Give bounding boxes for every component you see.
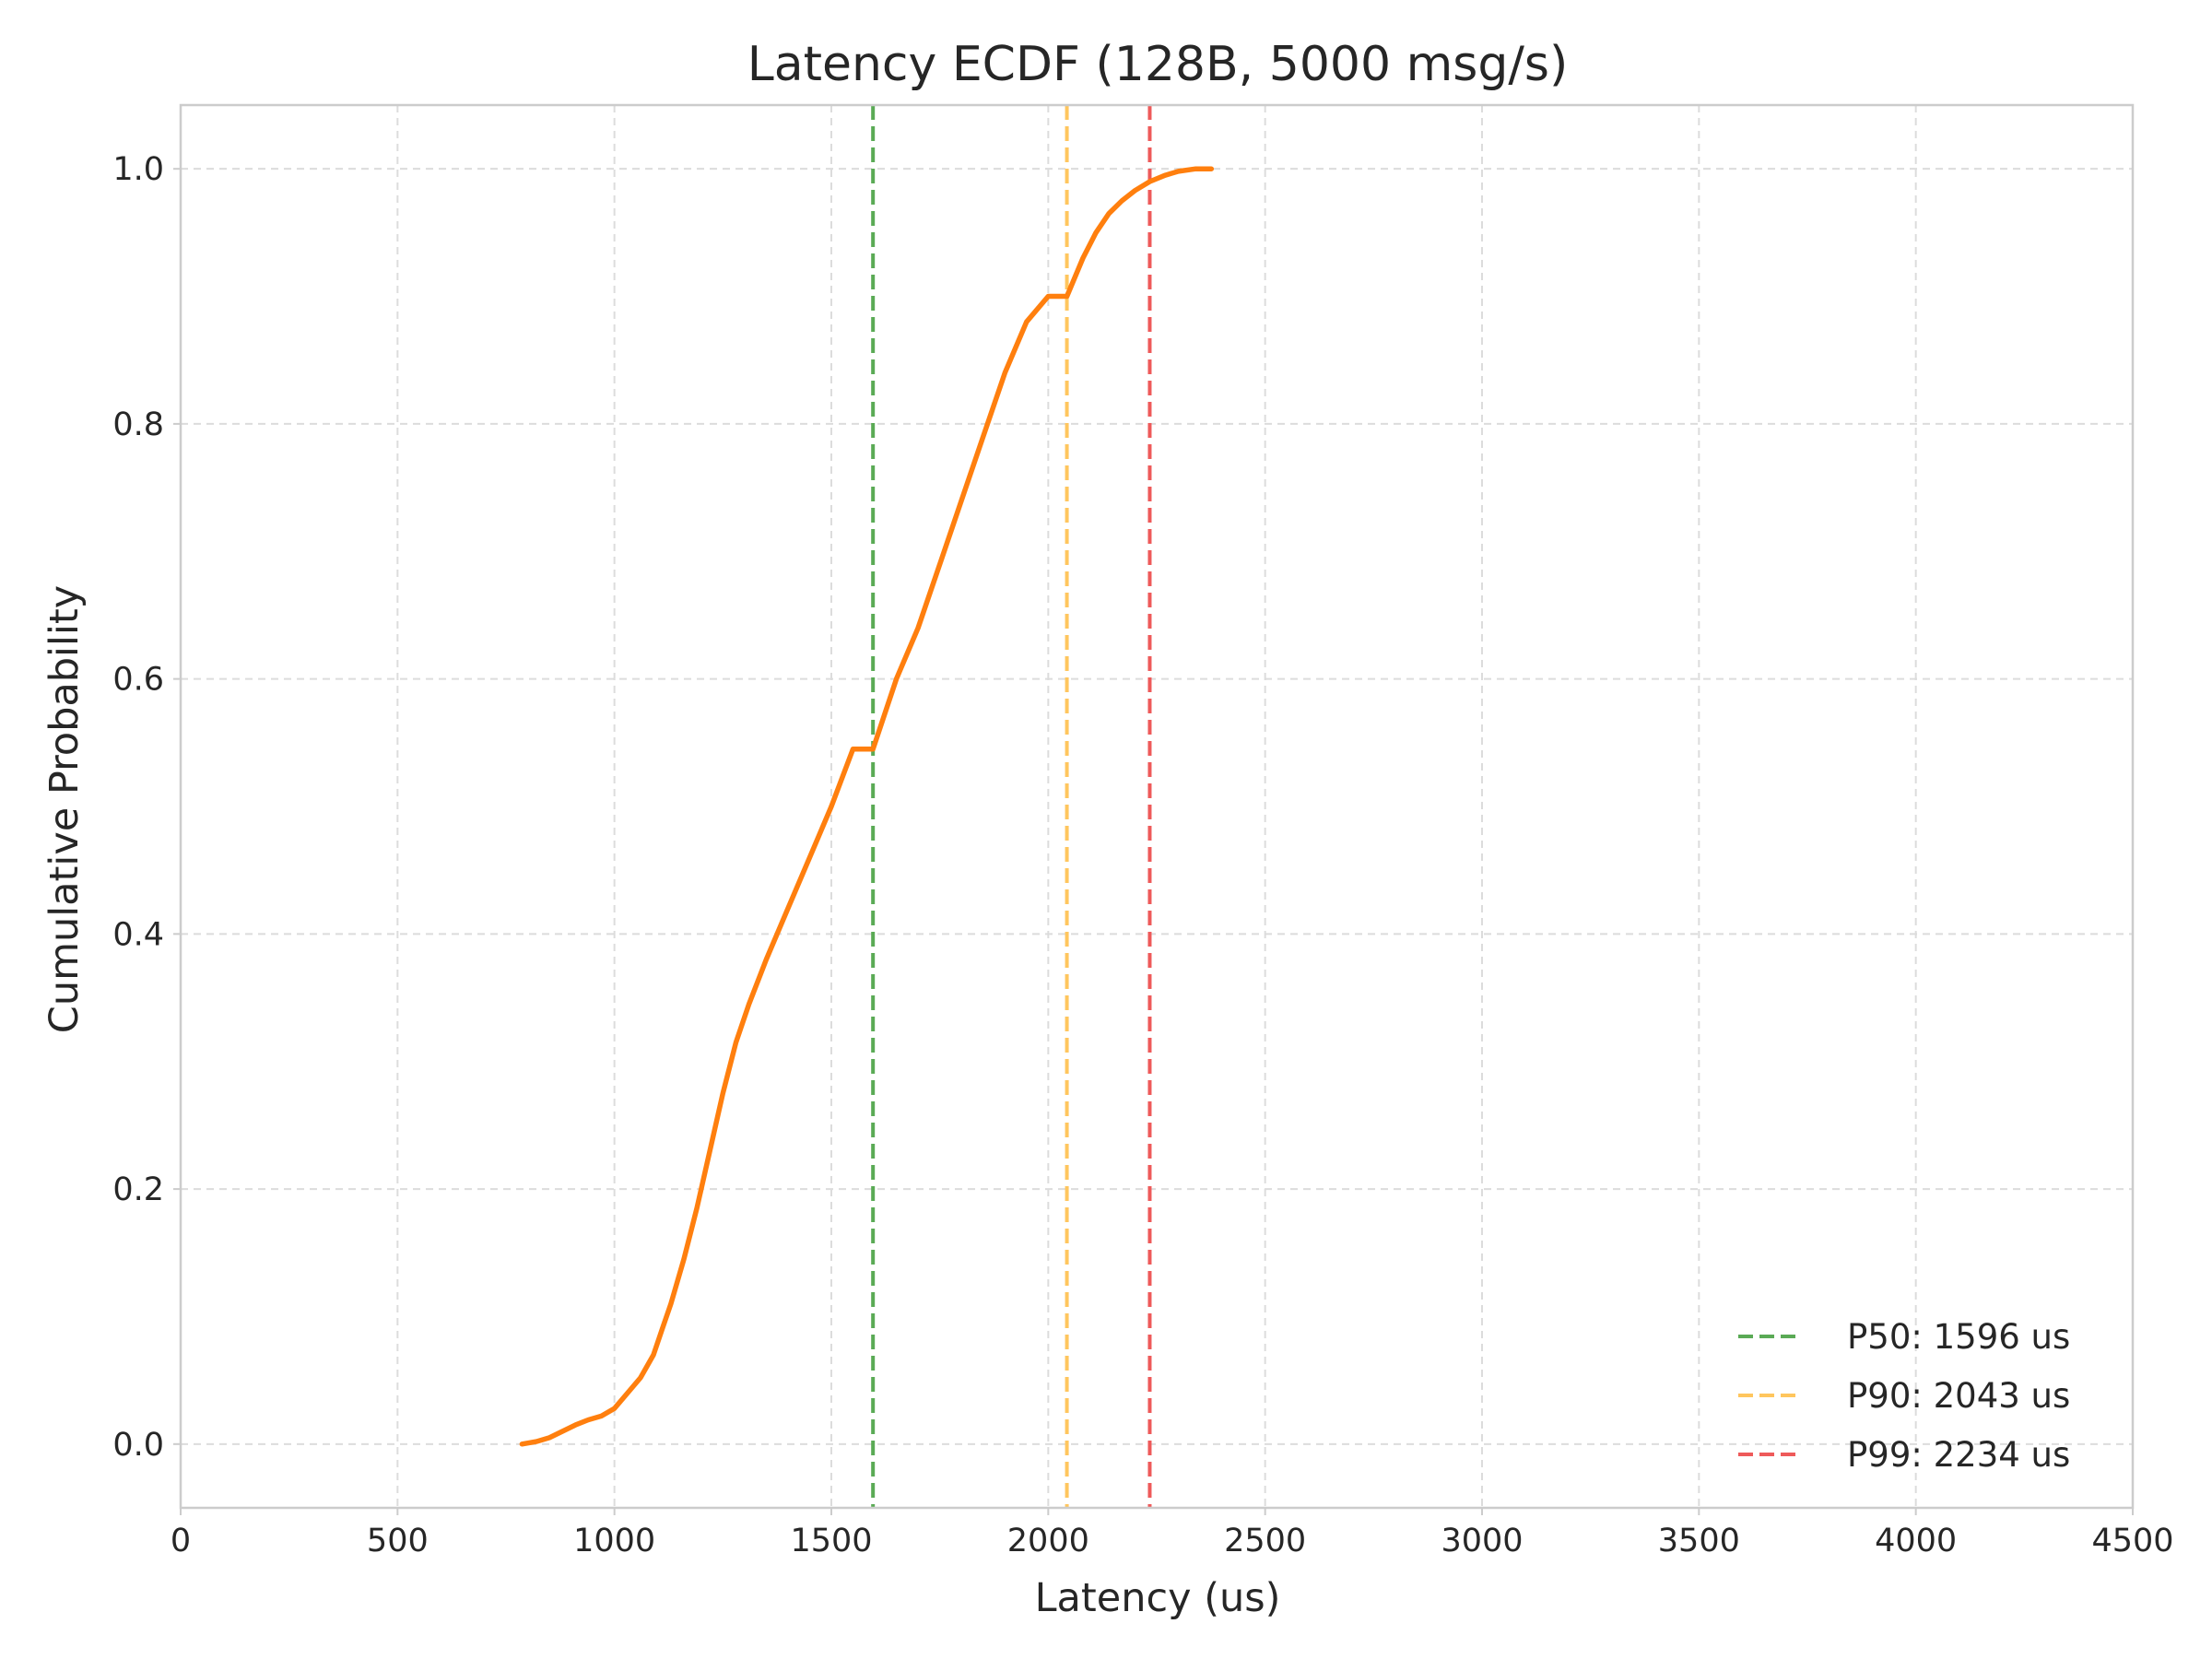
legend-label: P99: 2234 us <box>1847 1435 2070 1475</box>
y-tick-label: 0.0 <box>112 1427 164 1464</box>
x-tick-label: 0 <box>171 1523 191 1559</box>
axis-ticks: 0 500 1000 1500 2000 2500 3000 3500 4000 4500 0.0 0… <box>112 151 2173 1559</box>
y-tick-label: 0.6 <box>112 662 164 699</box>
y-tick-label: 0.4 <box>112 916 164 953</box>
grid <box>180 105 2134 1508</box>
x-tick-label: 4500 <box>2091 1523 2173 1559</box>
x-tick-label: 2000 <box>1007 1523 1089 1559</box>
x-tick-label: 1500 <box>790 1523 872 1559</box>
series-layer <box>519 166 1215 1447</box>
plot-frame <box>179 103 2135 1510</box>
legend-label: P90: 2043 us <box>1847 1376 2070 1416</box>
y-tick-label: 1.0 <box>112 151 164 188</box>
x-tick-label: 2500 <box>1224 1523 1306 1559</box>
legend: P50: 1596 us P90: 2043 us P99: 2234 us <box>1738 1317 2070 1475</box>
x-tick-label: 3000 <box>1441 1523 1523 1559</box>
x-axis-label: Latency (us) <box>1035 1575 1281 1621</box>
x-tick-label: 3500 <box>1658 1523 1740 1559</box>
legend-label: P50: 1596 us <box>1847 1317 2070 1357</box>
y-tick-label: 0.2 <box>112 1171 164 1208</box>
y-tick-label: 0.8 <box>112 406 164 443</box>
x-tick-label: 1000 <box>573 1523 655 1559</box>
x-tick-label: 500 <box>367 1523 429 1559</box>
y-axis-label: Cumulative Probability <box>41 585 88 1033</box>
ecdf-series-line <box>519 166 1215 1447</box>
chart-title: Latency ECDF (128B, 5000 msg/s) <box>747 37 1569 92</box>
percentile-lines <box>871 105 1152 1508</box>
x-tick-label: 4000 <box>1875 1523 1957 1559</box>
